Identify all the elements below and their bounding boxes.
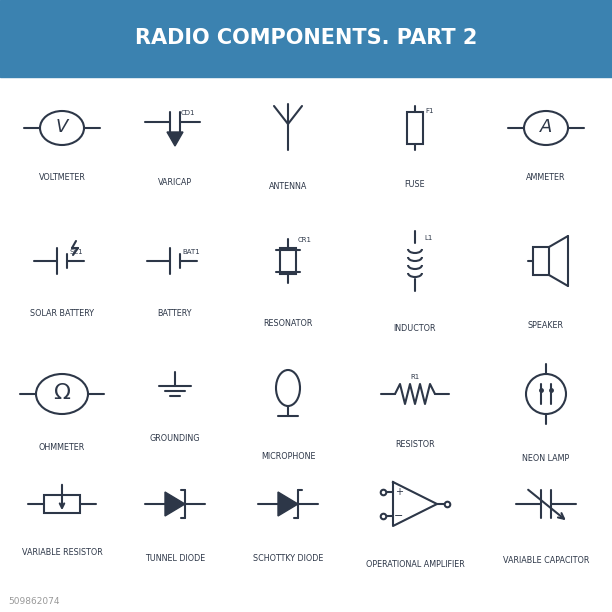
Text: RESONATOR: RESONATOR bbox=[263, 319, 313, 328]
Text: OHMMETER: OHMMETER bbox=[39, 443, 85, 452]
Text: R1: R1 bbox=[410, 374, 419, 380]
Text: TUNNEL DIODE: TUNNEL DIODE bbox=[145, 554, 205, 563]
Text: SOLAR BATTERY: SOLAR BATTERY bbox=[30, 309, 94, 318]
Text: FUSE: FUSE bbox=[405, 180, 425, 189]
Text: BATTERY: BATTERY bbox=[158, 309, 192, 318]
Text: V: V bbox=[56, 118, 68, 136]
Bar bbox=[533, 247, 549, 275]
Text: OPERATIONAL AMPLIFIER: OPERATIONAL AMPLIFIER bbox=[365, 560, 465, 569]
Polygon shape bbox=[167, 132, 183, 146]
Text: L1: L1 bbox=[424, 235, 432, 241]
Bar bbox=[44, 495, 80, 513]
Text: NEON LAMP: NEON LAMP bbox=[523, 454, 570, 463]
Polygon shape bbox=[165, 492, 185, 516]
Text: RADIO COMPONENTS. PART 2: RADIO COMPONENTS. PART 2 bbox=[135, 29, 477, 48]
Text: VOLTMETER: VOLTMETER bbox=[39, 173, 86, 182]
Text: CR1: CR1 bbox=[298, 237, 312, 243]
Text: MICROPHONE: MICROPHONE bbox=[261, 452, 315, 461]
Text: +: + bbox=[395, 487, 403, 497]
Text: CD1: CD1 bbox=[181, 110, 195, 116]
Text: GROUNDING: GROUNDING bbox=[150, 434, 200, 443]
Text: −: − bbox=[394, 511, 404, 521]
Text: RESISTOR: RESISTOR bbox=[395, 440, 435, 449]
Bar bbox=[280, 248, 296, 274]
Text: VARIABLE CAPACITOR: VARIABLE CAPACITOR bbox=[503, 556, 589, 565]
Text: SC1: SC1 bbox=[69, 249, 83, 255]
Text: SPEAKER: SPEAKER bbox=[528, 321, 564, 330]
Text: F1: F1 bbox=[425, 108, 433, 114]
Text: INDUCTOR: INDUCTOR bbox=[394, 324, 436, 333]
Text: 509862074: 509862074 bbox=[8, 597, 59, 606]
Text: SCHOTTKY DIODE: SCHOTTKY DIODE bbox=[253, 554, 323, 563]
Text: Ω: Ω bbox=[53, 383, 70, 403]
Polygon shape bbox=[393, 482, 437, 526]
Text: AMMETER: AMMETER bbox=[526, 173, 565, 182]
Bar bbox=[0, 0, 612, 77]
Text: BAT1: BAT1 bbox=[182, 249, 200, 255]
Text: VARICAP: VARICAP bbox=[158, 178, 192, 187]
Text: ANTENNA: ANTENNA bbox=[269, 182, 307, 191]
Text: VARIABLE RESISTOR: VARIABLE RESISTOR bbox=[21, 548, 102, 557]
Polygon shape bbox=[278, 492, 298, 516]
Text: A: A bbox=[540, 118, 552, 136]
Bar bbox=[407, 112, 423, 144]
